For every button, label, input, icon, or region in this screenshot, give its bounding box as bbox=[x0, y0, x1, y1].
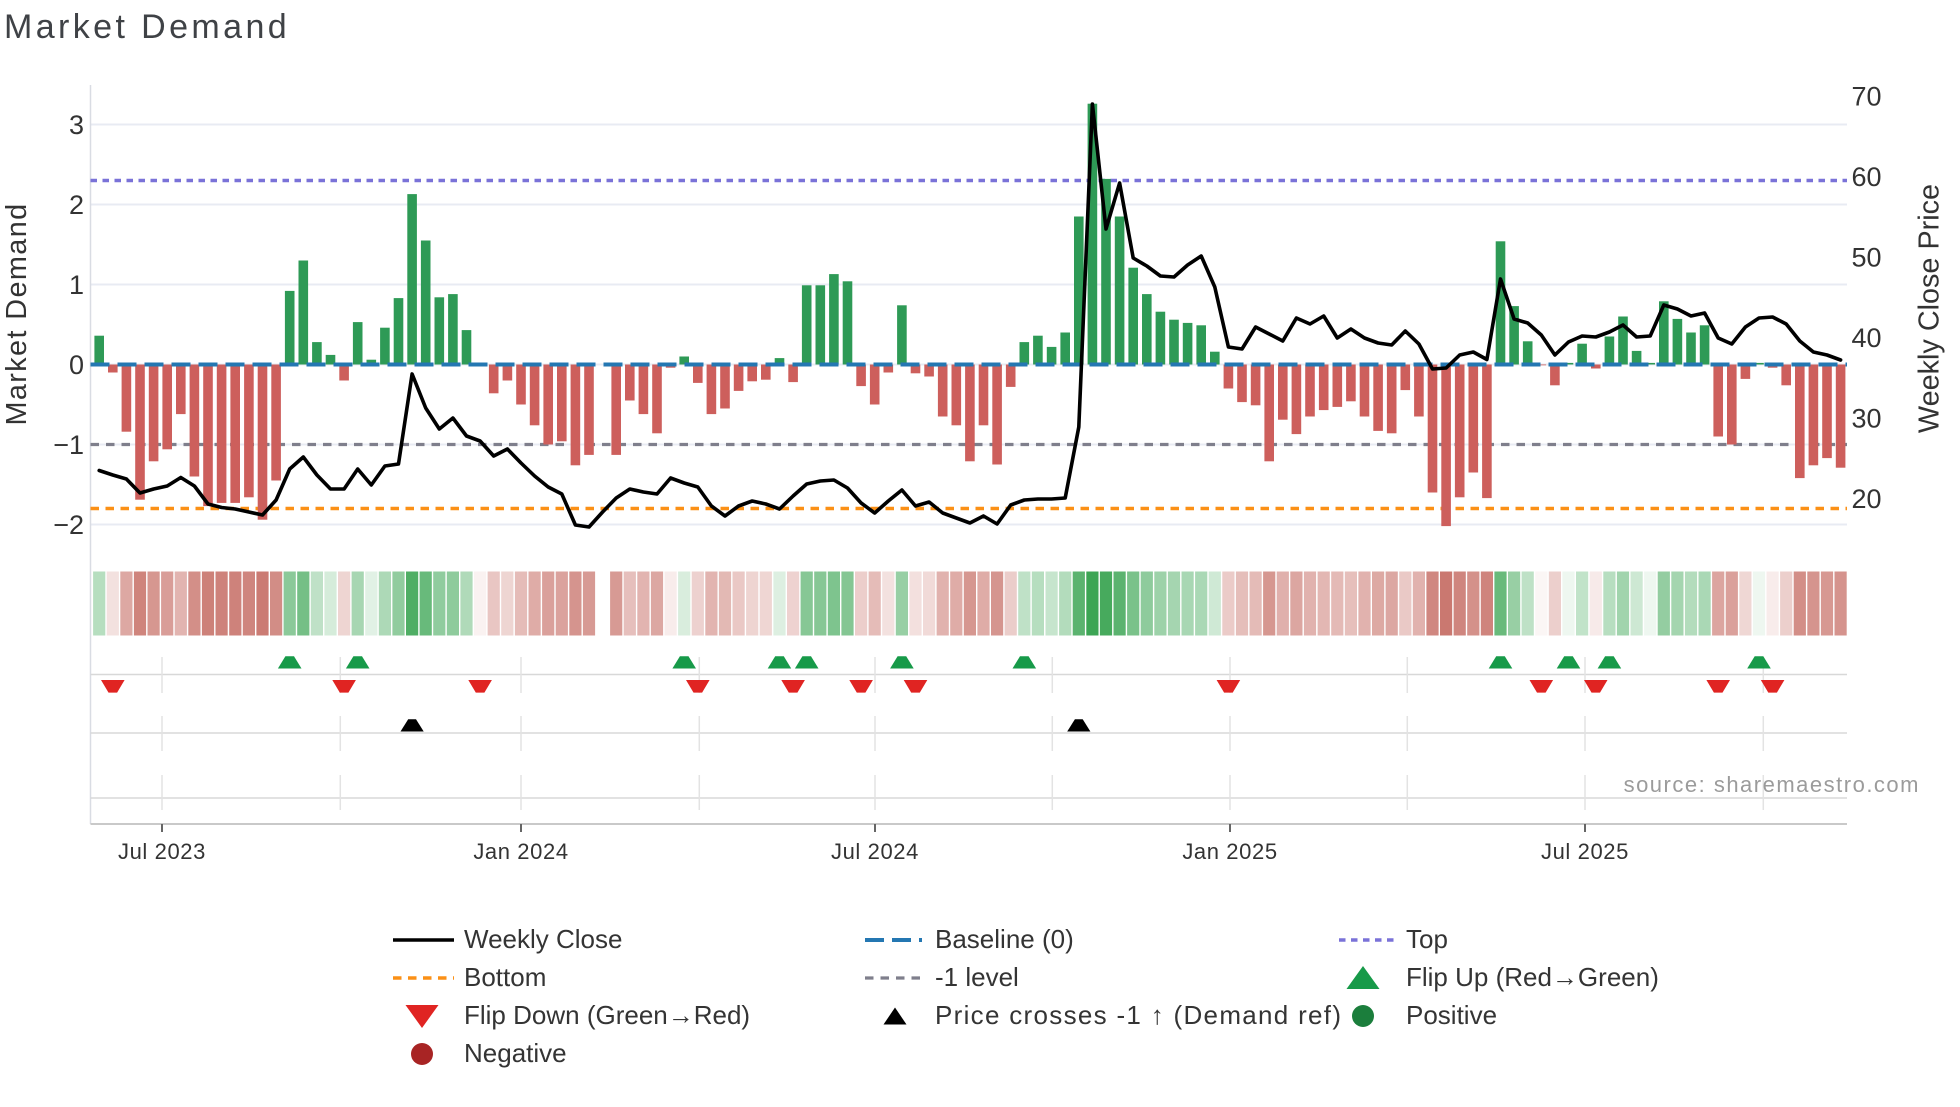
svg-text:source: sharemaestro.com: source: sharemaestro.com bbox=[1624, 772, 1920, 797]
svg-text:Jan 2024: Jan 2024 bbox=[473, 839, 568, 864]
svg-text:60: 60 bbox=[1852, 162, 1882, 192]
svg-text:Top: Top bbox=[1406, 924, 1448, 954]
svg-text:Weekly Close Price: Weekly Close Price bbox=[1914, 184, 1946, 433]
svg-text:2: 2 bbox=[69, 190, 84, 220]
svg-text:-1 level: -1 level bbox=[935, 962, 1019, 992]
svg-text:Price crosses -1 ↑ (Demand ref: Price crosses -1 ↑ (Demand ref) bbox=[935, 1000, 1342, 1030]
svg-text:Jul 2025: Jul 2025 bbox=[1541, 839, 1629, 864]
svg-text:40: 40 bbox=[1852, 323, 1882, 353]
svg-text:50: 50 bbox=[1852, 243, 1882, 273]
svg-text:−2: −2 bbox=[53, 510, 84, 540]
svg-text:Flip Down (Green→Red): Flip Down (Green→Red) bbox=[464, 1000, 750, 1030]
svg-text:Weekly Close: Weekly Close bbox=[464, 924, 622, 954]
svg-text:1: 1 bbox=[69, 270, 84, 300]
svg-text:Flip Up (Red→Green): Flip Up (Red→Green) bbox=[1406, 962, 1659, 992]
svg-text:Baseline (0): Baseline (0) bbox=[935, 924, 1074, 954]
svg-text:30: 30 bbox=[1852, 404, 1882, 434]
svg-text:0: 0 bbox=[69, 350, 84, 380]
svg-text:Jul 2023: Jul 2023 bbox=[118, 839, 206, 864]
svg-text:70: 70 bbox=[1852, 82, 1882, 112]
svg-text:Bottom: Bottom bbox=[464, 962, 546, 992]
svg-text:−1: −1 bbox=[53, 430, 84, 460]
svg-text:Market Demand: Market Demand bbox=[1, 202, 33, 425]
svg-text:Negative: Negative bbox=[464, 1038, 567, 1068]
svg-text:Market Demand: Market Demand bbox=[4, 8, 290, 46]
svg-text:20: 20 bbox=[1852, 484, 1882, 514]
svg-text:3: 3 bbox=[69, 110, 84, 140]
svg-text:Positive: Positive bbox=[1406, 1000, 1497, 1030]
svg-text:Jul 2024: Jul 2024 bbox=[831, 839, 919, 864]
svg-text:Jan 2025: Jan 2025 bbox=[1182, 839, 1277, 864]
